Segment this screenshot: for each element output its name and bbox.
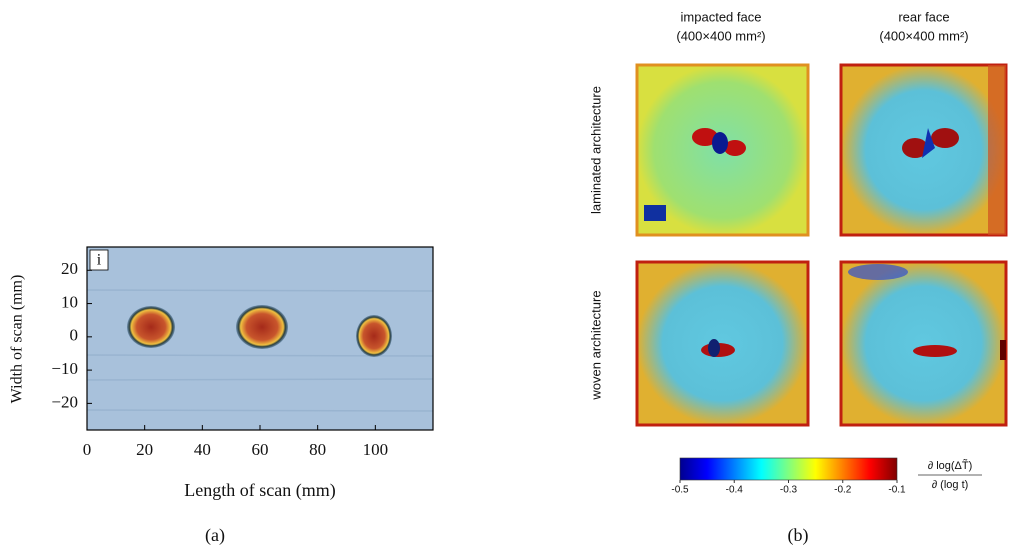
colorbar-tick-label: -0.1: [888, 485, 906, 496]
y-tick-label: −20: [51, 392, 78, 411]
x-tick-label: 40: [194, 440, 211, 459]
inset-label: i: [97, 252, 102, 269]
inset-box: [89, 249, 109, 271]
column-size: (400×400 mm²): [879, 28, 968, 43]
panel-b: impacted face (400×400 mm²) rear face (4…: [588, 9, 1008, 546]
colorbar-tick-label: -0.2: [834, 485, 852, 496]
colorbar-numerator: ∂ log(ΔT̃): [928, 459, 973, 472]
colorbar-tick-label: -0.5: [671, 485, 689, 496]
y-tick-label: −10: [51, 359, 78, 378]
defect: [236, 305, 288, 349]
colorbar-tick-label: -0.3: [780, 485, 798, 496]
row-label: woven architecture: [588, 290, 603, 400]
y-tick-label: 10: [61, 292, 78, 311]
defect: [127, 306, 175, 348]
colorbar-denominator: ∂ (log t): [932, 479, 969, 491]
x-tick-label: 80: [309, 440, 326, 459]
defect: [356, 315, 392, 357]
y-tick-label: 0: [70, 326, 79, 345]
y-axis-label: Width of scan (mm): [9, 275, 26, 404]
caption: (b): [788, 525, 809, 546]
x-tick-label: 100: [363, 440, 389, 459]
thermal-images: [635, 63, 1008, 427]
scan-streaks: [86, 289, 434, 412]
row-label: laminated architecture: [588, 86, 603, 214]
x-tick-label: 0: [83, 440, 92, 459]
caption: (a): [205, 525, 225, 546]
y-tick-label: 20: [61, 259, 78, 278]
panel-a: i Length of scan (mm) Width of scan (mm)…: [9, 246, 434, 546]
column-title: impacted face: [681, 9, 762, 24]
column-title: rear face: [898, 9, 949, 24]
colorbar: [679, 457, 898, 481]
colorbar-ticks: -0.5 -0.4 -0.3 -0.2 -0.1: [671, 480, 906, 496]
x-tick-label: 60: [252, 440, 269, 459]
x-tick-label: 20: [136, 440, 153, 459]
x-axis-label: Length of scan (mm): [184, 480, 335, 501]
column-size: (400×400 mm²): [676, 28, 765, 43]
ticks: 0 20 40 60 80 100 −20 −10 0 10 20: [51, 259, 388, 459]
colorbar-tick-label: -0.4: [726, 485, 744, 496]
